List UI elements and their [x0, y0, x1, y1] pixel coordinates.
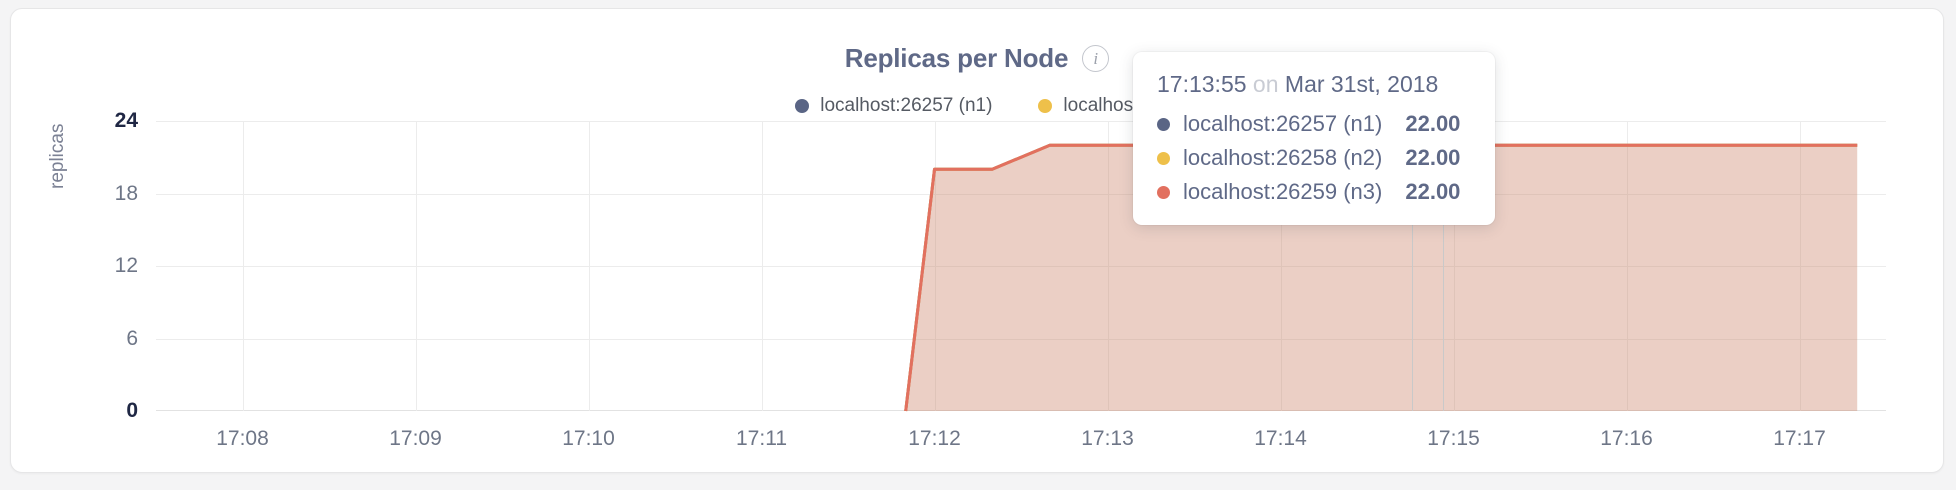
gridline-horizontal: [156, 338, 1886, 340]
plot-area[interactable]: 24 18 12 6 0 17:08 17:09 17:10 17:11 17:…: [115, 107, 1886, 450]
tooltip-dot-icon: [1157, 185, 1170, 199]
gridline-horizontal: [156, 193, 1886, 195]
x-tick-label: 17:09: [389, 427, 442, 450]
tooltip-row: localhost:26259 (n3) 22.00: [1157, 179, 1471, 205]
tooltip-header: 17:13:55 on Mar 31st, 2018: [1157, 71, 1471, 98]
tooltip-series-label: localhost:26258 (n2): [1183, 145, 1383, 170]
page-title: Replicas per Node: [844, 43, 1069, 73]
y-tick-label: 0: [126, 399, 138, 422]
crosshair-line: [1443, 107, 1445, 411]
chart-tooltip: 17:13:55 on Mar 31st, 2018 localhost:262…: [1133, 52, 1495, 225]
gridline-vertical: [588, 121, 590, 411]
y-axis-label: replicas: [47, 123, 68, 189]
tooltip-series-value: 22.00: [1405, 111, 1461, 136]
x-tick-label: 17:17: [1773, 427, 1826, 450]
tooltip-dot-icon: [1157, 117, 1170, 131]
y-tick-label: 24: [114, 109, 138, 132]
x-tick-label: 17:10: [562, 427, 615, 450]
x-tick-label: 17:11: [736, 427, 787, 450]
tooltip-series-label: localhost:26257 (n1): [1183, 111, 1383, 136]
gridline-horizontal: [156, 266, 1886, 267]
gridline-vertical: [1799, 121, 1801, 411]
x-tick-label: 17:14: [1254, 427, 1307, 450]
chart-legend: localhost:26257 (n1) localhost:26258 (n2…: [11, 95, 1943, 117]
gridline-vertical: [242, 121, 244, 411]
x-tick-label: 17:13: [1081, 427, 1134, 450]
legend-dot-icon: [795, 99, 810, 113]
tooltip-series-value: 22.00: [1405, 179, 1461, 204]
gridline-vertical: [1626, 121, 1628, 411]
info-icon[interactable]: i: [1082, 45, 1110, 72]
y-tick-label: 6: [126, 326, 138, 350]
tooltip-series-value: 22.00: [1405, 145, 1461, 170]
y-tick-label: 18: [114, 181, 138, 205]
crosshair-line: [1411, 107, 1413, 411]
gridline-vertical: [1107, 121, 1109, 411]
tooltip-series-label: localhost:26259 (n3): [1183, 179, 1383, 204]
tooltip-on-word: on: [1252, 71, 1279, 97]
tooltip-row: localhost:26258 (n2) 22.00: [1157, 145, 1471, 171]
gridline-vertical: [934, 121, 936, 411]
gridline-vertical: [1280, 121, 1282, 411]
series-layer: [156, 121, 1886, 411]
gridline-vertical: [1453, 121, 1455, 411]
x-tick-label: 17:16: [1600, 427, 1653, 450]
gridline-vertical: [761, 121, 763, 411]
y-tick-label: 12: [114, 254, 138, 277]
x-tick-label: 17:12: [908, 427, 961, 450]
legend-item-n1[interactable]: localhost:26257 (n1): [795, 95, 992, 117]
legend-label: localhost:26257 (n1): [820, 95, 993, 116]
gridline-horizontal: [156, 121, 1886, 122]
legend-dot-icon: [1038, 99, 1053, 113]
tooltip-row: localhost:26257 (n1) 22.00: [1157, 111, 1471, 137]
card-header: Replicas per Node i: [11, 43, 1943, 74]
replicas-per-node-card: Replicas per Node i localhost:26257 (n1)…: [10, 8, 1944, 473]
x-tick-label: 17:15: [1427, 427, 1480, 450]
tooltip-date: Mar 31st, 2018: [1284, 71, 1439, 97]
x-tick-label: 17:08: [216, 427, 269, 450]
gridline-vertical: [415, 121, 417, 411]
tooltip-time: 17:13:55: [1157, 71, 1247, 97]
tooltip-dot-icon: [1157, 151, 1170, 165]
x-axis-line: [156, 410, 1886, 411]
